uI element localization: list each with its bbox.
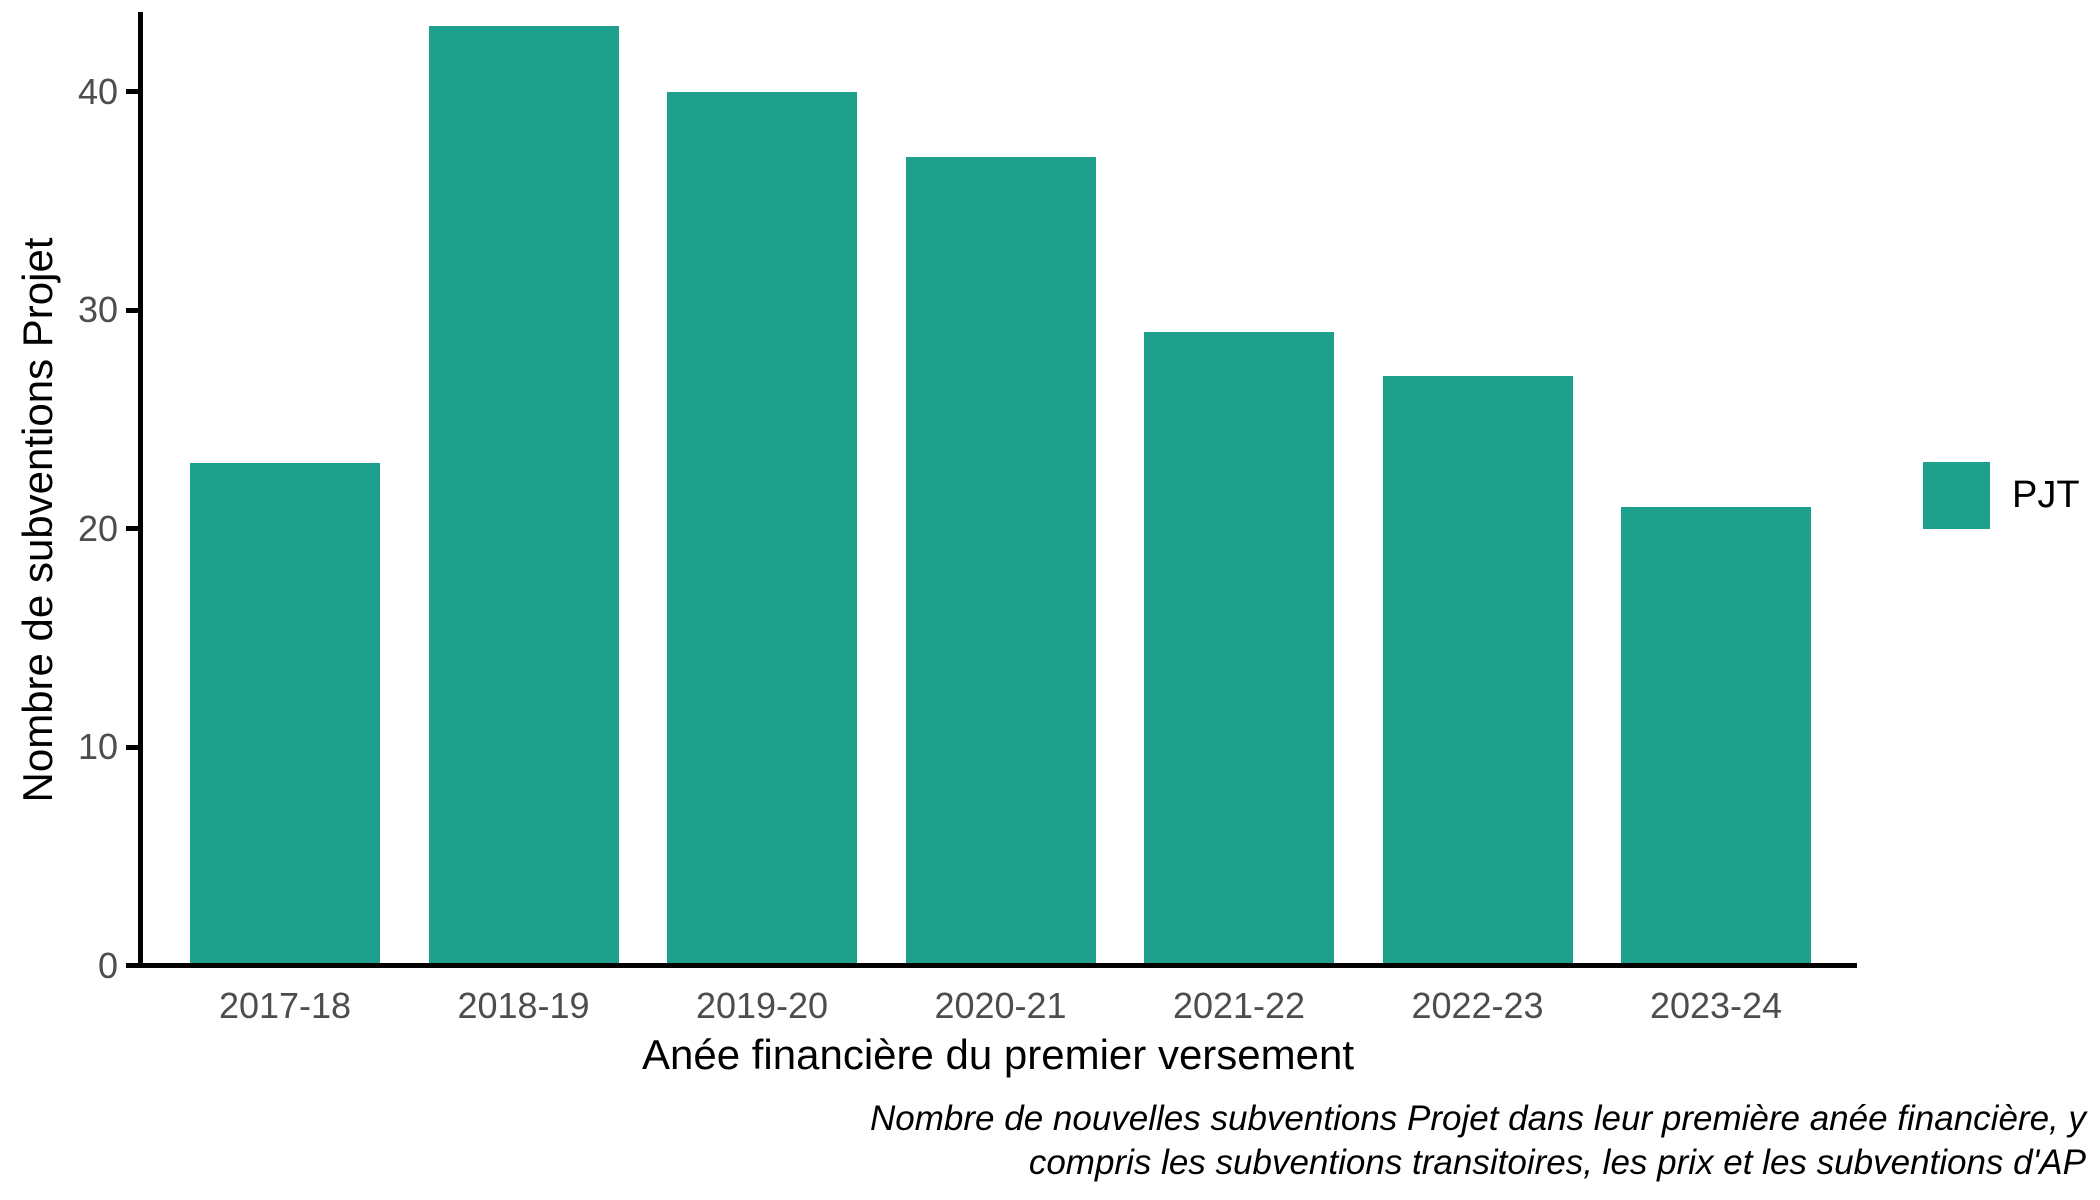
bar xyxy=(1144,331,1334,966)
x-axis-title: Anée financière du premier versement xyxy=(641,1031,1355,1078)
x-tick-label: 2023-24 xyxy=(1649,985,1783,1026)
x-tick-label: 2021-22 xyxy=(1172,985,1306,1026)
caption-line-2: compris les subventions transitoires, le… xyxy=(1028,1143,2086,1182)
bar xyxy=(1621,506,1811,966)
caption-line-1: Nombre de nouvelles subventions Projet d… xyxy=(870,1099,2086,1138)
bar xyxy=(428,25,619,966)
bar xyxy=(190,462,380,966)
bar xyxy=(1382,375,1573,966)
y-axis-title: Nombre de subventions Projet xyxy=(14,237,61,803)
y-tick-mark xyxy=(126,963,138,968)
x-tick-label: 2018-19 xyxy=(457,985,590,1026)
legend-label: PJT xyxy=(2012,474,2080,516)
chart-caption: Nombre de nouvelles subventions Projet d… xyxy=(870,1097,2086,1185)
y-tick-label: 20 xyxy=(77,507,118,549)
bar xyxy=(667,91,857,966)
x-tick-label: 2022-23 xyxy=(1411,985,1544,1026)
y-tick-label: 40 xyxy=(77,70,118,112)
y-tick-label: 30 xyxy=(77,289,118,330)
y-tick-label: 0 xyxy=(97,944,118,986)
x-tick-label: 2017-18 xyxy=(218,985,352,1026)
x-tick-label: 2020-21 xyxy=(934,985,1067,1026)
x-axis-line xyxy=(138,963,1857,968)
legend-swatch xyxy=(1923,462,1990,529)
x-tick-label: 2019-20 xyxy=(695,985,829,1026)
y-tick-label: 10 xyxy=(77,726,118,767)
y-tick-mark xyxy=(126,89,138,94)
y-tick-mark xyxy=(126,526,138,531)
y-axis-line xyxy=(138,12,143,968)
bar xyxy=(905,157,1096,966)
y-tick-mark xyxy=(126,744,138,750)
y-tick-mark xyxy=(126,307,138,313)
